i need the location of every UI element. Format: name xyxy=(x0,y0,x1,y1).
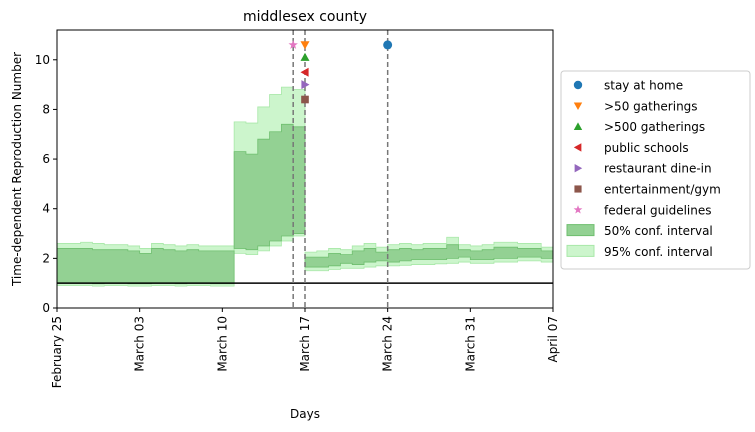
y-tick-label: 4 xyxy=(42,202,50,216)
chart-title: middlesex county xyxy=(243,9,367,25)
legend-label: >50 gatherings xyxy=(604,99,698,113)
legend-label: 95% conf. interval xyxy=(604,245,713,259)
legend-marker xyxy=(574,185,582,193)
x-tick-label: March 10 xyxy=(215,316,229,372)
y-axis-label: Time-dependent Reproduction Number xyxy=(10,52,24,287)
legend-marker xyxy=(574,164,583,173)
event-marker-restaurant-dine-in xyxy=(301,80,310,90)
event-marker-stay-at-home xyxy=(383,40,393,50)
y-tick-label: 6 xyxy=(42,152,50,166)
event-marker-federal-guidelines xyxy=(288,39,298,49)
legend-box xyxy=(560,70,751,270)
x-tick-label: February 25 xyxy=(50,316,64,388)
legend-label: federal guidelines xyxy=(604,203,712,217)
legend-label: 50% conf. interval xyxy=(604,224,713,238)
legend-marker xyxy=(573,80,583,90)
legend-label: entertainment/gym xyxy=(604,183,721,197)
legend-marker xyxy=(573,122,583,130)
legend-marker xyxy=(573,102,583,110)
event-marker-50-gatherings xyxy=(300,41,310,50)
event-marker-public-schools xyxy=(300,67,309,77)
x-tick-label: March 31 xyxy=(463,316,477,372)
legend: stay at home >50 gatherings >500 gathering… xyxy=(560,70,751,270)
event-marker-entertainment-gym xyxy=(301,95,309,104)
band-50-segment-0 xyxy=(56,248,235,285)
y-tick-label: 2 xyxy=(42,251,50,265)
x-tick-label: March 24 xyxy=(381,316,395,372)
x-tick-label: March 17 xyxy=(298,316,312,372)
x-axis-label: Days xyxy=(290,407,320,421)
x-tick-label: April 07 xyxy=(546,316,560,363)
legend-label: public schools xyxy=(604,141,689,155)
legend-swatch xyxy=(566,224,595,237)
legend-swatch xyxy=(566,244,595,257)
legend-label: stay at home xyxy=(604,79,683,93)
legend-marker xyxy=(573,205,583,214)
event-marker-500-gatherings xyxy=(300,52,310,61)
y-tick-label: 8 xyxy=(42,102,50,116)
y-tick-label: 10 xyxy=(35,53,50,67)
legend-label: >500 gatherings xyxy=(604,120,705,134)
y-tick-label: 0 xyxy=(42,301,50,315)
x-tick-label: March 03 xyxy=(133,316,147,372)
legend-marker xyxy=(573,143,582,152)
plot-area: 0 2 4 6 8 10 February 25 March 03 March 10 March … xyxy=(35,29,560,388)
legend-label: restaurant dine-in xyxy=(604,162,712,176)
